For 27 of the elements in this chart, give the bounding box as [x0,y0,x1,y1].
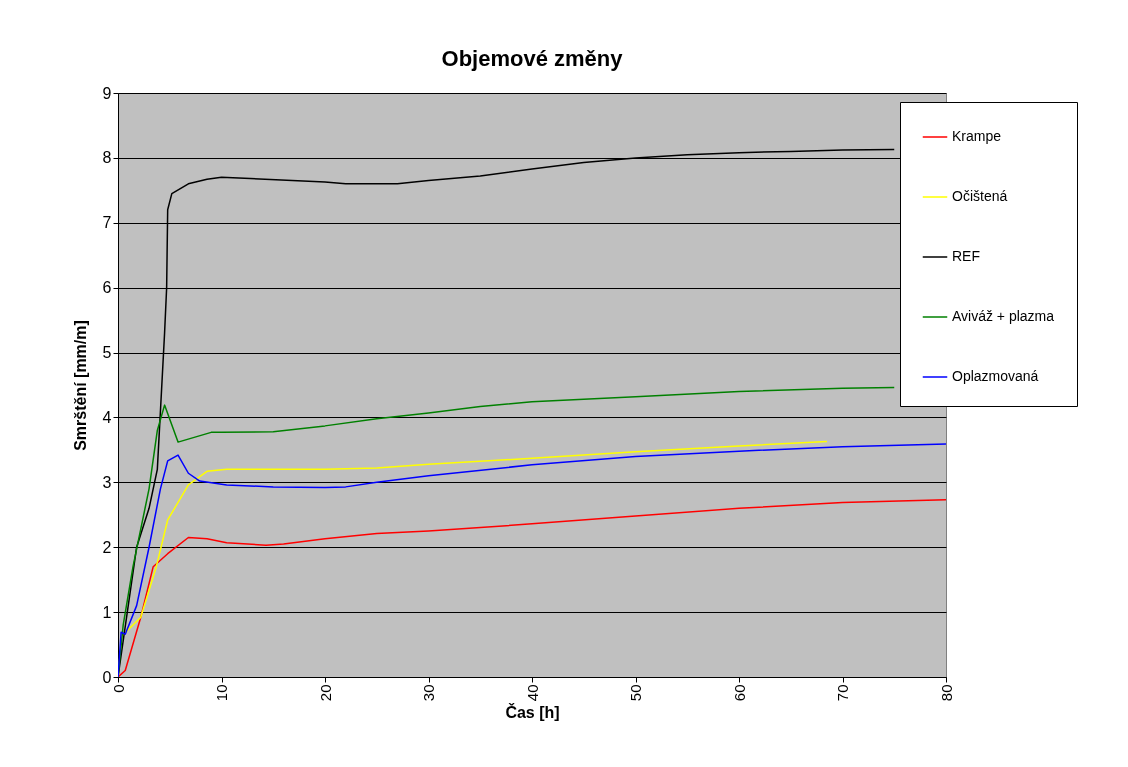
x-tick-label: 0 [109,684,127,693]
x-tick-label: 80 [937,684,955,702]
y-tick-label: 8 [102,149,112,167]
y-tick-label: 2 [102,538,112,556]
y-tick-label: 4 [102,408,112,426]
y-tick-label: 0 [102,668,112,686]
x-tick-label: 70 [834,684,851,702]
x-axis-title: Čas [h] [505,703,560,722]
y-tick-label: 3 [102,473,112,491]
y-tick-label: 6 [102,279,112,297]
y-tick-label: 7 [102,214,112,232]
legend-label: REF [952,248,980,264]
x-tick-label: 10 [213,684,230,702]
legend-label: Očištená [952,188,1008,204]
x-tick-label: 60 [730,684,748,702]
chart-title: Objemové změny [441,46,624,71]
y-axis-title: Smrštění [mm/m] [71,320,89,451]
x-tick-label: 40 [523,684,541,702]
legend-label: Oplazmovaná [952,368,1039,384]
x-tick-label: 30 [420,684,437,702]
legend-label: Krampe [952,128,1002,144]
y-tick-label: 5 [102,344,112,362]
legend-label: Aviváž + plazma [952,308,1055,324]
x-tick-label: 20 [316,684,334,702]
y-tick-label: 1 [102,603,112,621]
y-tick-label: 9 [102,84,112,102]
x-tick-label: 50 [627,684,644,702]
